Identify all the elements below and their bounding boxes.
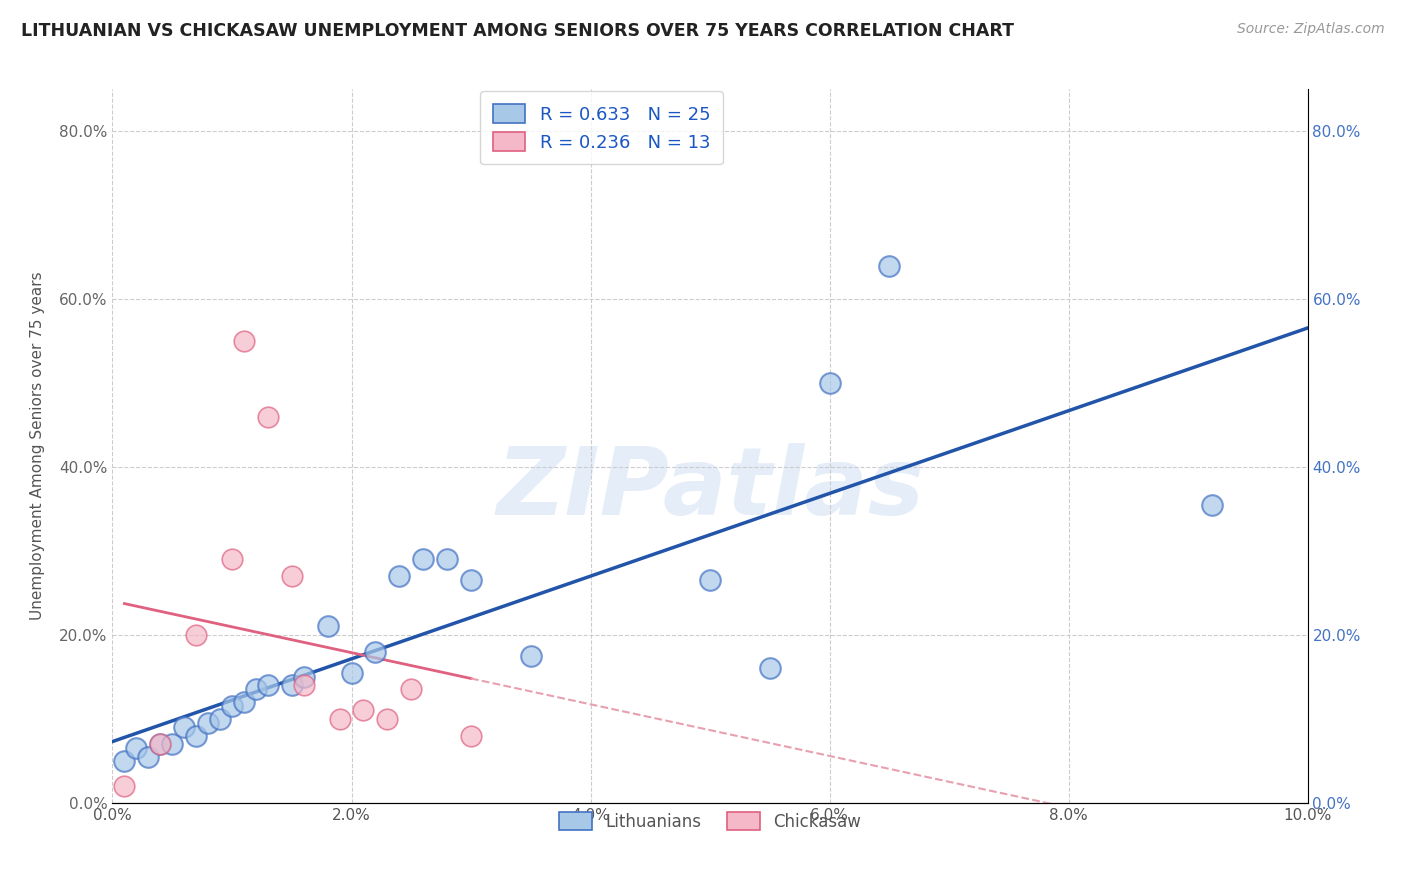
- Point: [149, 737, 172, 751]
- Point: [281, 678, 304, 692]
- Text: Source: ZipAtlas.com: Source: ZipAtlas.com: [1237, 22, 1385, 37]
- Point: [364, 645, 387, 659]
- Point: [173, 720, 195, 734]
- Point: [388, 569, 411, 583]
- Point: [1201, 498, 1223, 512]
- Point: [292, 670, 315, 684]
- Legend: Lithuanians, Chickasaw: Lithuanians, Chickasaw: [553, 805, 868, 838]
- Text: LITHUANIAN VS CHICKASAW UNEMPLOYMENT AMONG SENIORS OVER 75 YEARS CORRELATION CHA: LITHUANIAN VS CHICKASAW UNEMPLOYMENT AMO…: [21, 22, 1014, 40]
- Point: [401, 682, 423, 697]
- Point: [520, 648, 543, 663]
- Point: [149, 737, 172, 751]
- Point: [377, 712, 399, 726]
- Point: [316, 619, 339, 633]
- Point: [879, 259, 901, 273]
- Point: [233, 695, 256, 709]
- Point: [460, 574, 482, 588]
- Point: [340, 665, 363, 680]
- Point: [460, 729, 482, 743]
- Point: [353, 703, 375, 717]
- Point: [759, 661, 782, 675]
- Point: [818, 376, 841, 390]
- Point: [257, 678, 280, 692]
- Point: [436, 552, 458, 566]
- Point: [209, 712, 232, 726]
- Point: [257, 409, 280, 424]
- Point: [412, 552, 434, 566]
- Text: ZIPatlas: ZIPatlas: [496, 442, 924, 535]
- Point: [197, 716, 219, 731]
- Point: [162, 737, 183, 751]
- Point: [329, 712, 352, 726]
- Point: [114, 779, 135, 793]
- Point: [281, 569, 304, 583]
- Point: [245, 682, 267, 697]
- Point: [138, 749, 160, 764]
- Y-axis label: Unemployment Among Seniors over 75 years: Unemployment Among Seniors over 75 years: [31, 272, 45, 620]
- Point: [221, 552, 243, 566]
- Point: [186, 729, 208, 743]
- Point: [114, 754, 135, 768]
- Point: [186, 628, 208, 642]
- Point: [125, 741, 148, 756]
- Point: [292, 678, 315, 692]
- Point: [221, 699, 243, 714]
- Point: [699, 574, 721, 588]
- Point: [233, 334, 256, 348]
